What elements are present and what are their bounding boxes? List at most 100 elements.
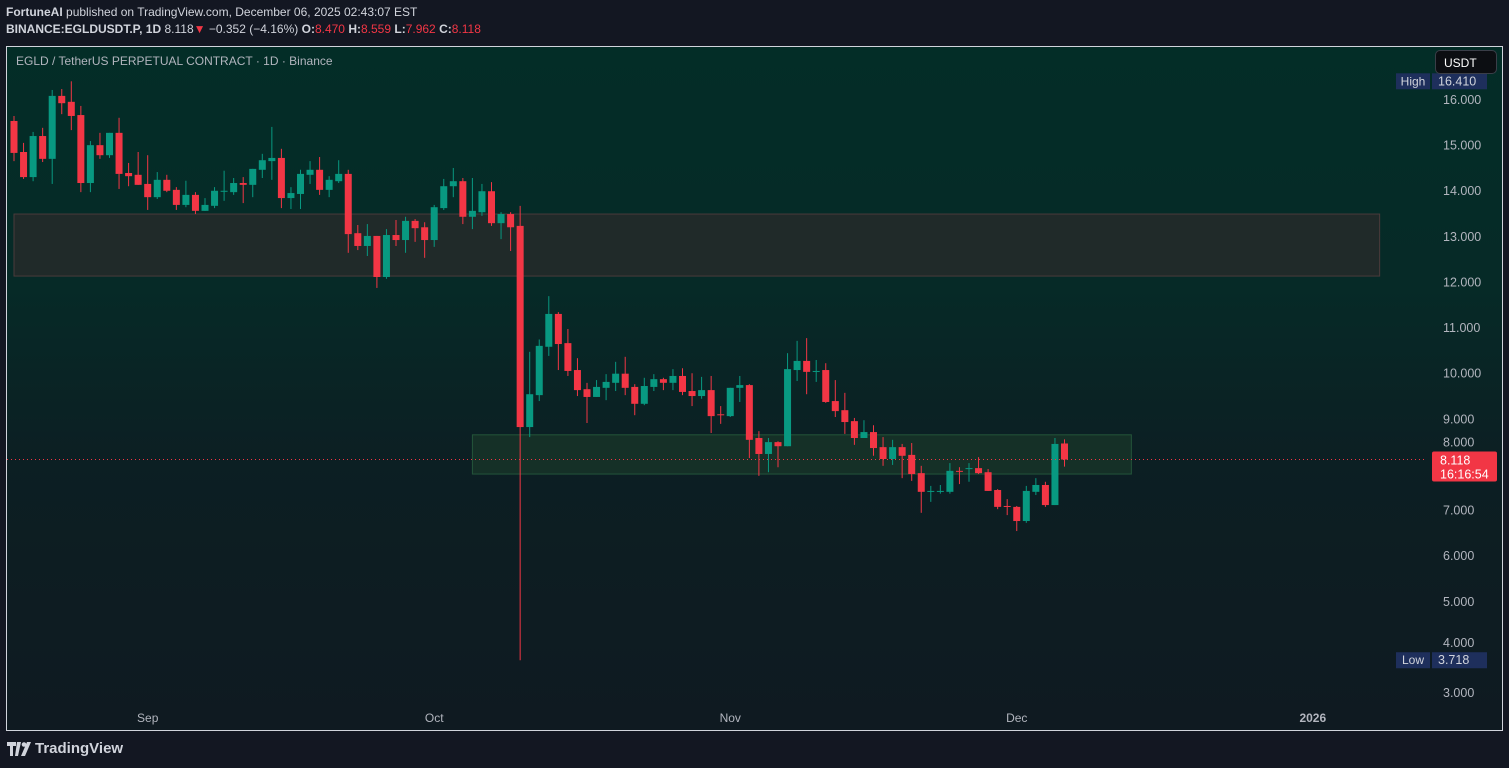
candle-body <box>1032 484 1040 492</box>
candle-body <box>58 95 66 104</box>
candle-body <box>172 189 180 205</box>
high-label: H: <box>348 22 361 36</box>
candle-body <box>917 473 925 492</box>
candle-body <box>86 145 94 184</box>
candle-body <box>946 470 954 492</box>
low-tag-label: Low <box>1402 653 1424 667</box>
candle-body <box>430 207 438 241</box>
last-price: 8.118 <box>164 22 194 36</box>
candle-body <box>994 490 1002 507</box>
price-tick-label: 4.000 <box>1443 636 1474 650</box>
candle-body <box>984 472 992 491</box>
candle-body <box>354 233 362 246</box>
low-value: 7.962 <box>405 22 436 36</box>
time-tick-label: Nov <box>720 711 741 725</box>
price-tick-label: 13.000 <box>1443 230 1481 244</box>
candle-body <box>220 190 228 192</box>
high-value: 8.559 <box>361 22 392 36</box>
candle-body <box>573 370 581 391</box>
candle-body <box>106 132 113 156</box>
candle-body <box>621 373 629 388</box>
candle-body <box>449 181 457 187</box>
candle-body <box>793 360 801 371</box>
candle-body <box>955 470 963 472</box>
candle-body <box>258 160 266 170</box>
candle-body <box>10 120 18 153</box>
candle-body <box>249 168 257 185</box>
candle-body <box>287 193 295 199</box>
candle-body <box>316 169 324 190</box>
candle-body <box>1051 443 1059 506</box>
candle-body <box>650 379 658 387</box>
price-tick-label: 7.000 <box>1443 504 1474 518</box>
price-tick-label: 16.000 <box>1443 93 1481 107</box>
publish-text: published on TradingView.com, December 0… <box>66 5 418 19</box>
candle-body <box>363 235 371 246</box>
zone-rectangle <box>471 434 1132 475</box>
candle-body <box>593 386 601 397</box>
candle-body <box>39 136 47 159</box>
candle-body <box>879 447 887 459</box>
candle-body <box>421 227 429 241</box>
candle-body <box>669 375 677 383</box>
candle-body <box>898 447 906 456</box>
candle-body <box>526 394 534 428</box>
symbol: BINANCE:EGLDUSDT.P, 1D <box>6 22 162 36</box>
candle-body <box>545 313 553 347</box>
candle-body <box>153 179 161 198</box>
logo-text: TradingView <box>35 740 124 757</box>
candle-body <box>774 442 782 447</box>
price-tick-label: 5.000 <box>1443 595 1474 609</box>
chart-pane[interactable]: 3.000 4.000 5.000 6.000 7.000 8.000 9.000 10.00… <box>6 46 1503 731</box>
candle-body <box>812 370 820 372</box>
price-tick-label: 3.000 <box>1443 686 1474 700</box>
candle-body <box>659 379 667 383</box>
tradingview-logo: TradingView <box>7 740 123 757</box>
publish-info: FortuneAI published on TradingView.com, … <box>6 5 417 19</box>
high-value-bg <box>1432 73 1487 90</box>
candle-body <box>1061 443 1068 460</box>
candle-body <box>67 101 75 116</box>
candle-body <box>392 235 400 241</box>
price-tick-label: 6.000 <box>1443 549 1474 563</box>
price-tick-label: 14.000 <box>1443 184 1481 198</box>
candle-body <box>516 225 524 428</box>
candle-body <box>182 194 190 205</box>
candle-body <box>488 191 495 224</box>
price-tick-label: 15.000 <box>1443 139 1481 153</box>
candle-body <box>583 389 591 397</box>
low-value: 3.718 <box>1438 653 1469 667</box>
candle-body <box>717 414 725 416</box>
candle-body <box>1022 490 1030 522</box>
low-value-bg <box>1432 652 1487 669</box>
candle-body <box>707 390 715 417</box>
candle-body <box>230 183 238 193</box>
candle-body <box>507 214 515 228</box>
time-tick-label: Sep <box>137 711 159 725</box>
candle-body <box>468 210 476 217</box>
open-value: 8.470 <box>314 22 345 36</box>
candle-body <box>497 214 505 224</box>
candle-body <box>125 172 133 177</box>
candle-body <box>277 157 285 199</box>
high-value: 16.410 <box>1438 74 1476 88</box>
candle-body <box>297 173 304 194</box>
time-tick-label: Dec <box>1006 711 1027 725</box>
price-tick-label: 11.000 <box>1443 321 1480 335</box>
currency-button[interactable]: USDT <box>1435 50 1497 74</box>
candle-body <box>191 194 199 211</box>
candle-body <box>831 401 839 412</box>
candle-body <box>20 152 28 178</box>
low-tag-bg <box>1396 652 1430 669</box>
candle-body <box>335 173 343 182</box>
candle-body <box>784 369 792 447</box>
candle-body <box>564 343 572 371</box>
candle-body <box>268 157 276 162</box>
low-label: L: <box>394 22 406 36</box>
last-price-badge-value: 8.118 <box>1440 454 1470 468</box>
candle-body <box>1041 484 1049 506</box>
price-tick-label: 8.000 <box>1443 436 1474 450</box>
candlestick-chart[interactable]: 3.000 4.000 5.000 6.000 7.000 8.000 9.000 10.00… <box>7 47 1502 730</box>
candle-body <box>1013 506 1021 522</box>
candle-body <box>736 385 744 388</box>
